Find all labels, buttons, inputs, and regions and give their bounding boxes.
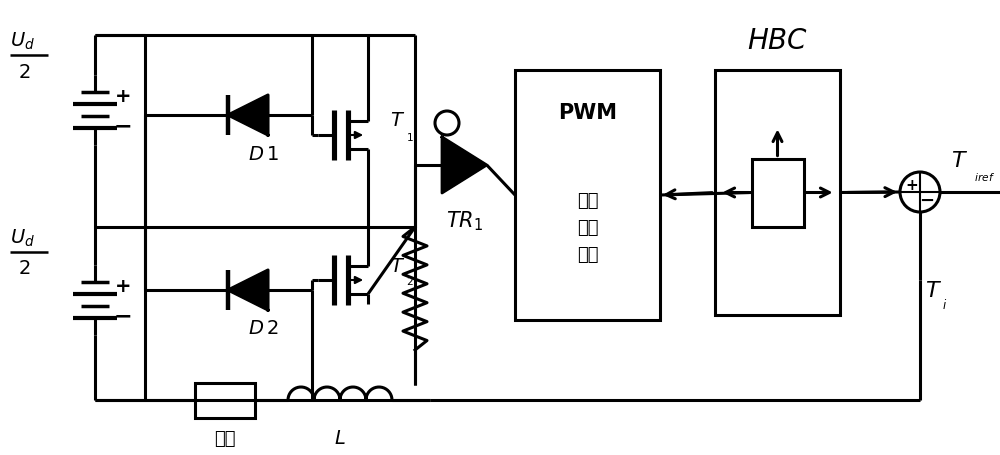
Text: +: + <box>906 177 918 192</box>
Polygon shape <box>228 270 268 310</box>
Text: +: + <box>115 86 131 105</box>
Text: $L$: $L$ <box>334 429 346 448</box>
Bar <box>515 71 660 320</box>
Text: $T$: $T$ <box>951 151 969 171</box>
Text: $_1$: $_1$ <box>406 128 414 143</box>
Text: 脉冲: 脉冲 <box>577 192 598 210</box>
Text: PWM: PWM <box>558 103 617 123</box>
Text: $_{iref}$: $_{iref}$ <box>974 169 996 184</box>
Text: $HBC$: $HBC$ <box>747 27 808 55</box>
Text: −: − <box>114 116 132 136</box>
Text: $TR_1$: $TR_1$ <box>446 209 484 233</box>
Circle shape <box>900 172 940 212</box>
Text: $2$: $2$ <box>18 259 30 278</box>
Text: $_2$: $_2$ <box>406 273 414 288</box>
Text: $_i$: $_i$ <box>942 293 947 311</box>
Text: 调制: 调制 <box>577 218 598 237</box>
Bar <box>715 71 840 315</box>
Circle shape <box>435 112 459 136</box>
Text: $T$: $T$ <box>925 280 942 300</box>
Text: $T$: $T$ <box>390 111 405 130</box>
Text: −: − <box>114 305 132 325</box>
Text: $2$: $2$ <box>18 62 30 81</box>
Text: +: + <box>115 276 131 295</box>
Bar <box>195 383 255 418</box>
Text: $D\,2$: $D\,2$ <box>248 319 278 338</box>
Polygon shape <box>442 138 487 193</box>
Text: $U_d$: $U_d$ <box>10 30 35 51</box>
Text: $D\,1$: $D\,1$ <box>248 144 278 163</box>
Text: 负载: 负载 <box>214 429 236 447</box>
Bar <box>752 159 804 227</box>
Text: −: − <box>919 192 935 210</box>
Text: $U_d$: $U_d$ <box>10 227 35 248</box>
Text: 模块: 模块 <box>577 245 598 263</box>
Text: $T$: $T$ <box>390 256 405 275</box>
Polygon shape <box>228 96 268 136</box>
